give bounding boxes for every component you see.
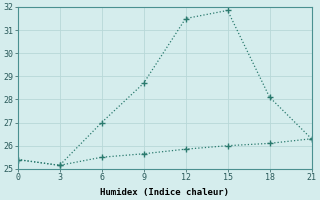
X-axis label: Humidex (Indice chaleur): Humidex (Indice chaleur) xyxy=(100,188,229,197)
